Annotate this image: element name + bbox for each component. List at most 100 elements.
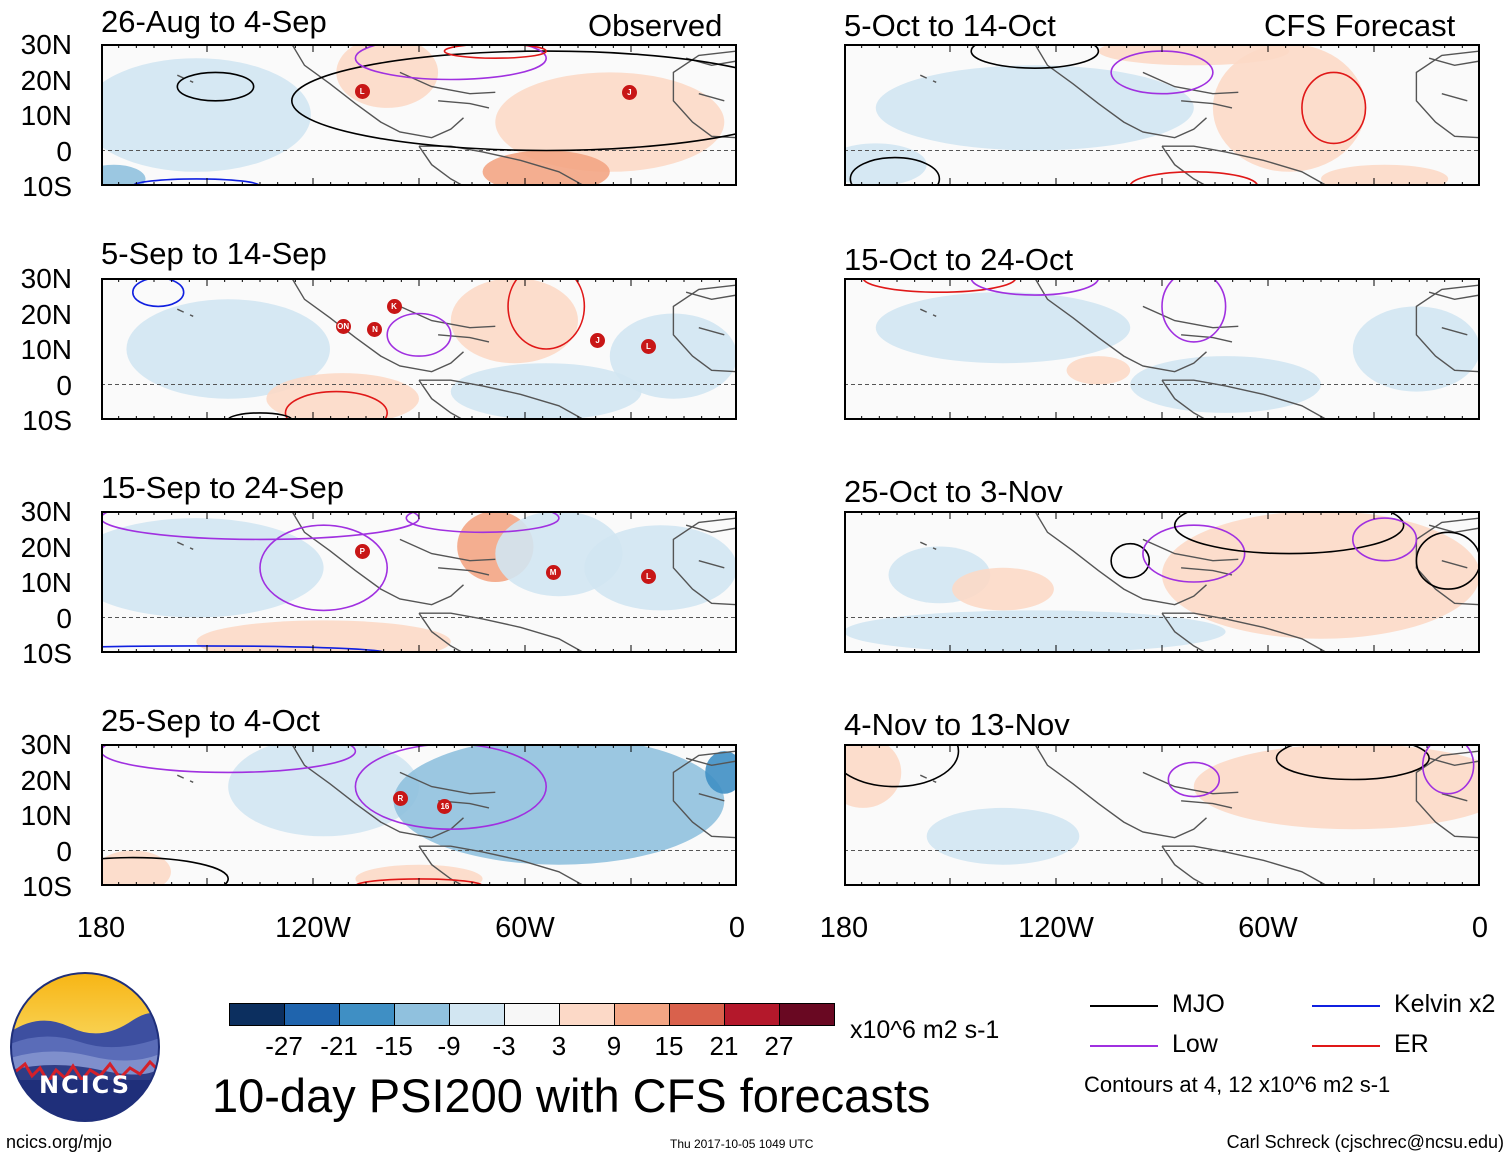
observed-header: Observed [588, 8, 723, 43]
colorbar-units: x10^6 m2 s-1 [850, 1016, 1000, 1044]
contour-line [1301, 71, 1367, 145]
coastline [418, 145, 464, 186]
anomaly-shading [584, 525, 737, 611]
coastline [1162, 612, 1328, 653]
anomaly-shading [1193, 744, 1480, 830]
contour-line [970, 44, 1100, 69]
coastline [1415, 517, 1480, 606]
coastline [1415, 50, 1480, 139]
storm-marker: 16 [437, 799, 453, 815]
contour-line [259, 524, 388, 612]
coastline [1034, 744, 1207, 839]
contour-line [101, 744, 357, 774]
logo-text: NCICS [39, 1071, 131, 1099]
coastline [177, 774, 194, 783]
coastline [920, 774, 937, 783]
coastline [920, 541, 937, 550]
coastline [1441, 793, 1468, 802]
colorbar-swatch [229, 1003, 285, 1026]
contour-note: Contours at 4, 12 x10^6 m2 s-1 [1084, 1072, 1391, 1097]
storm-marker: J [621, 85, 637, 101]
coastline [1161, 379, 1207, 420]
panel-title: 25-Oct to 3-Nov [844, 474, 1063, 509]
colorbar-swatch [669, 1003, 725, 1026]
coastline [418, 845, 464, 886]
lon-label: 60W [495, 912, 555, 944]
legend-label: Kelvin x2 [1394, 990, 1496, 1018]
colorbar-swatch [614, 1003, 670, 1026]
panel-title: 5-Oct to 14-Oct [844, 8, 1056, 43]
lat-label: 0 [56, 835, 72, 867]
contour-line [1129, 171, 1259, 186]
contour-line [1275, 744, 1430, 781]
legend-swatch [1090, 1045, 1158, 1047]
colorbar-swatch [284, 1003, 340, 1026]
forecast-header: CFS Forecast [1264, 8, 1456, 43]
anomaly-shading [1162, 511, 1480, 639]
lat-label: 30N [20, 729, 72, 760]
coastline [685, 524, 737, 534]
colorbar-label: -3 [492, 1031, 516, 1061]
colorbar-swatch [449, 1003, 505, 1026]
coastline [1162, 145, 1328, 186]
contour-line [1415, 531, 1480, 590]
coastline [1441, 93, 1468, 102]
lat-label: 10N [20, 334, 72, 365]
lon-label: 180 [819, 912, 869, 944]
anomaly-shading [1212, 44, 1366, 172]
colorbar-label: 27 [764, 1031, 794, 1061]
legend-swatch [1090, 1005, 1158, 1007]
coastline [399, 538, 496, 562]
lat-label: 10S [22, 171, 72, 202]
anomaly-shading [101, 850, 171, 886]
coastline [438, 334, 490, 343]
coastline [1415, 750, 1480, 839]
coastline [685, 291, 737, 301]
anomaly-map: K ON N J L [101, 278, 737, 420]
colorbar-label: -21 [320, 1031, 358, 1061]
panel-title: 5-Sep to 14-Sep [101, 236, 327, 271]
coastline [1181, 800, 1233, 809]
site-link[interactable]: ncics.org/mjo [6, 1132, 113, 1152]
contour-line [132, 278, 185, 308]
lon-label: 120W [1018, 912, 1094, 944]
coastline [1162, 845, 1328, 886]
lat-label: 20N [20, 64, 72, 96]
coastline [419, 845, 585, 886]
coastline [1142, 71, 1239, 95]
lat-label: 10S [22, 871, 72, 902]
contour-line [1161, 278, 1227, 343]
coastline [1142, 538, 1239, 562]
coastline [1034, 511, 1207, 606]
contour-line [386, 312, 452, 357]
anomaly-shading [101, 518, 324, 618]
colorbar-label: 9 [606, 1031, 622, 1061]
anomaly-shading [126, 299, 330, 399]
storm-marker: L [640, 569, 656, 585]
coastline [672, 50, 737, 139]
anomaly-map [844, 44, 1480, 186]
anomaly-shading [926, 807, 1080, 865]
colorbar-swatch [504, 1003, 560, 1026]
lat-label: 20N [20, 298, 72, 330]
anomaly-shading [355, 864, 483, 886]
coastline [920, 308, 937, 317]
coastline [698, 327, 725, 336]
storm-marker: L [640, 339, 656, 355]
coastline [1181, 100, 1233, 109]
author-credit: Carl Schreck (cjschrec@ncsu.edu) [1226, 1132, 1504, 1152]
coastline [438, 567, 490, 576]
panel-title: 15-Oct to 24-Oct [844, 242, 1074, 277]
panel-title: 26-Aug to 4-Sep [101, 4, 327, 39]
contour-line [849, 156, 941, 186]
colorbar-swatch [724, 1003, 780, 1026]
panel-title: 15-Sep to 24-Sep [101, 470, 345, 505]
anomaly-shading [495, 72, 725, 172]
coastline [698, 560, 725, 569]
anomaly-shading [393, 744, 725, 865]
panel-title: 25-Sep to 4-Oct [101, 703, 320, 738]
anomaly-map: R 16 [101, 744, 737, 886]
main-title: 10-day PSI200 with CFS forecasts [212, 1069, 931, 1122]
coastline [1034, 278, 1207, 373]
